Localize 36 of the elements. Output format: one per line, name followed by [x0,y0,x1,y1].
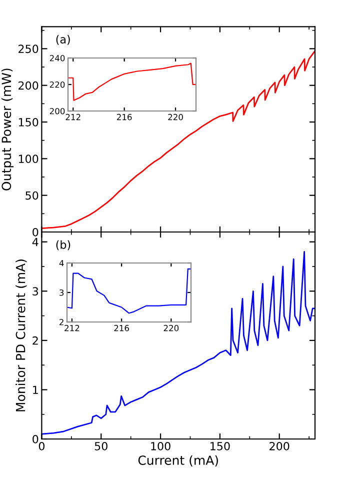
y-tick-label: 100 [18,154,38,164]
line-series [42,50,315,230]
x-tick-label: 216 [114,324,129,332]
line-series [42,251,315,435]
y-axis-title: Monitor PD Current (mA) [16,260,27,412]
y-tick-label: 3 [32,287,38,296]
y-axis-title: Output Power (mW) [1,68,14,190]
x-tick-label: 220 [164,324,179,332]
y-tick-label: 0 [32,228,38,236]
y-tick-label: 1 [33,386,38,394]
y-tick-label: 240 [50,54,65,62]
x-tick-label: 212 [66,114,80,120]
y-tick-label: 200 [18,81,38,90]
x-tick-label: 216 [116,114,132,120]
x-tick-label: 150 [210,442,230,450]
x-tick-label: 50 [94,442,108,450]
y-tick-label: 4 [59,260,64,266]
y-tick-label: 250 [18,44,38,54]
y-tick-label: 4 [32,238,38,246]
x-tick-label: 220 [168,114,183,120]
x-tick-label: 0 [38,442,44,450]
y-tick-label: 0 [32,434,38,444]
x-tick-label: 200 [270,442,290,450]
x-axis-title: Current (mA) [138,455,218,466]
annotation: (b) [56,240,70,250]
line-series [67,268,191,314]
x-tick-label: 212 [64,324,80,332]
y-tick-label: 2 [60,318,64,326]
x-tick-label: 100 [151,442,170,450]
y-tick-label: 220 [50,81,65,88]
y-tick-label: 2 [32,336,38,345]
line-series [68,62,196,101]
y-tick-label: 50 [26,191,38,200]
annotation: (a) [56,34,70,45]
y-tick-label: 3 [60,289,64,296]
y-tick-label: 200 [50,108,65,114]
